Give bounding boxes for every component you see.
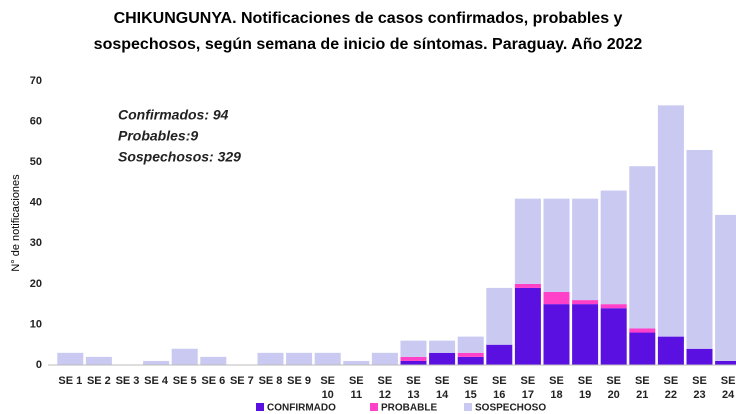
bar-segment: [686, 348, 713, 365]
y-tick-label: 20: [30, 278, 42, 290]
bar-segment: [286, 352, 313, 365]
bar-segment: [457, 352, 484, 357]
x-tick-label: SE 16: [491, 375, 507, 401]
bar-segment: [371, 352, 398, 365]
annotation: Probables:9: [118, 128, 198, 144]
bar-segment: [572, 304, 599, 365]
x-tick-label: SE 8: [258, 375, 283, 387]
bar-segment: [600, 190, 627, 305]
x-tick-label: SE 20: [606, 375, 622, 401]
x-tick-label: SE 5: [172, 375, 197, 387]
x-tick-label: SE 17: [520, 375, 536, 401]
x-tick-label: SE 2: [86, 375, 111, 387]
y-tick-label: 60: [30, 115, 42, 127]
bar-segment: [715, 360, 736, 365]
bar-segment: [457, 336, 484, 353]
bar-segment: [85, 356, 112, 365]
bar-segment: [143, 360, 170, 365]
legend-swatch: [464, 403, 472, 411]
x-tick-label: SE 22: [663, 375, 679, 401]
y-tick-label: 30: [30, 237, 42, 249]
bar-segment: [629, 328, 656, 333]
legend-label: SOSPECHOSO: [475, 403, 546, 414]
chart-title: CHIKUNGUNYA. Notificaciones de casos con…: [114, 10, 623, 27]
x-tick-label: SE 7: [229, 375, 254, 387]
x-tick-label: SE 6: [201, 375, 226, 387]
bar-segment: [171, 348, 198, 365]
legend-swatch: [256, 403, 264, 411]
bar-segment: [600, 304, 627, 309]
bar-segment: [715, 214, 736, 361]
annotation: Sospechosos: 329: [118, 149, 241, 165]
x-tick-label: SE 15: [463, 375, 479, 401]
bar-segment: [543, 304, 570, 365]
legend-label: PROBABLE: [381, 403, 437, 414]
bar-segment: [657, 336, 684, 365]
bar-segment: [572, 300, 599, 305]
bar-segment: [686, 149, 713, 349]
bar-segment: [429, 352, 456, 365]
bar-segment: [514, 198, 541, 284]
y-tick-label: 40: [30, 197, 42, 209]
y-axis-label: N° de notificaciones: [10, 174, 22, 272]
x-tick-label: SE 10: [320, 375, 336, 401]
y-tick-label: 50: [30, 156, 42, 168]
y-tick-label: 10: [30, 318, 42, 330]
bar-segment: [57, 352, 84, 365]
bar-segment: [343, 360, 370, 365]
annotation: Confirmados: 94: [118, 107, 229, 123]
x-tick-label: SE 18: [549, 375, 564, 401]
legend-label: CONFIRMADO: [267, 403, 336, 414]
x-tick-label: SE 21: [634, 375, 650, 401]
x-tick-label: SE 11: [348, 375, 364, 401]
bar-segment: [543, 291, 570, 305]
x-tick-label: SE 9: [287, 375, 312, 387]
x-tick-label: SE 19: [577, 375, 593, 401]
bar-segment: [600, 308, 627, 365]
x-tick-label: SE 14: [434, 375, 450, 401]
x-tick-label: SE 3: [115, 375, 140, 387]
bar-segment: [457, 356, 484, 365]
bar-segment: [486, 344, 513, 365]
x-tick-label: SE 4: [144, 375, 169, 387]
bar-segment: [400, 340, 427, 357]
bar-segment: [572, 198, 599, 301]
bar-segment: [629, 166, 656, 329]
legend-swatch: [370, 403, 378, 411]
bar-segment: [257, 352, 284, 365]
y-tick-label: 0: [36, 359, 42, 371]
bar-segment: [429, 340, 456, 353]
bar-segment: [314, 352, 341, 365]
bar-segment: [200, 356, 227, 365]
chart-title: sospechosos, según semana de inicio de s…: [94, 36, 643, 53]
x-tick-label: SE 1: [58, 375, 83, 387]
bar-segment: [543, 198, 570, 292]
bar-segment: [400, 360, 427, 365]
y-tick-label: 70: [30, 75, 42, 87]
bar-segment: [657, 105, 684, 337]
bar-segment: [629, 332, 656, 365]
x-tick-label: SE 24: [720, 375, 736, 401]
x-tick-label: SE 23: [692, 375, 707, 401]
bar-segment: [400, 356, 427, 361]
x-tick-label: SE 12: [377, 375, 393, 401]
bar-segment: [514, 287, 541, 365]
bar-segment: [514, 283, 541, 288]
x-tick-label: SE 13: [406, 375, 421, 401]
bar-segment: [486, 287, 513, 345]
